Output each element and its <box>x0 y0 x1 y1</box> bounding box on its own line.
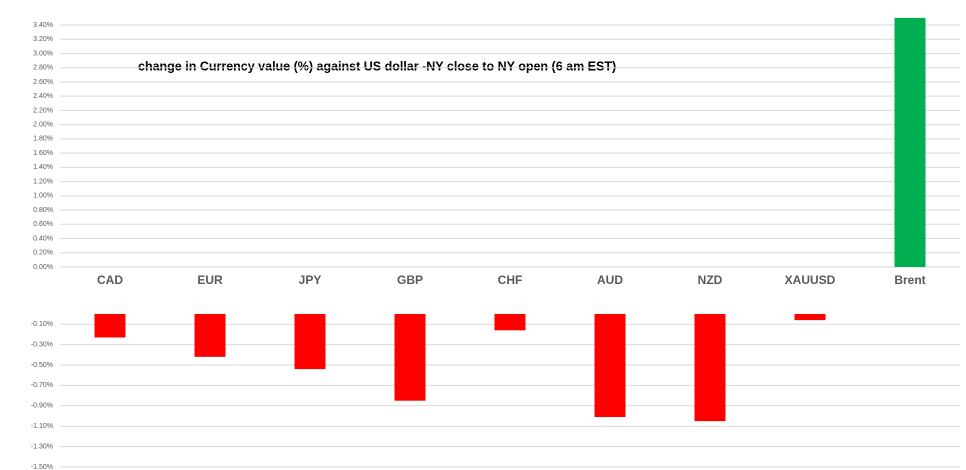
bar <box>694 314 726 422</box>
y-tick-label: 1.20% <box>33 178 53 185</box>
bar <box>394 314 426 401</box>
y2-tick-label: -1.30% <box>31 443 53 450</box>
bar <box>94 314 126 338</box>
bar <box>294 314 326 370</box>
y-tick-label: 0.60% <box>33 221 53 228</box>
y-tick-label: 1.40% <box>33 164 53 171</box>
x-tick-label: CAD <box>97 273 123 287</box>
y2-tick-label: -1.10% <box>31 423 53 430</box>
y2-tick-label: -0.30% <box>31 341 53 348</box>
y2-tick-label: -0.50% <box>31 362 53 369</box>
y-tick-label: 1.80% <box>33 136 53 143</box>
y2-tick-label: -0.10% <box>31 321 53 328</box>
bar <box>194 314 226 357</box>
y-tick-label: 0.00% <box>33 264 53 271</box>
x-tick-label: CHF <box>498 273 523 287</box>
bar <box>894 17 926 267</box>
x-tick-label: Brent <box>894 273 925 287</box>
y-tick-label: 1.00% <box>33 193 53 200</box>
chart-title: change in Currency value (%) against US … <box>138 59 616 73</box>
y2-tick-label: -0.90% <box>31 403 53 410</box>
y-tick-label: 2.40% <box>33 93 53 100</box>
y-tick-label: 2.80% <box>33 65 53 72</box>
y2-tick-label: -0.70% <box>31 382 53 389</box>
y-tick-label: 0.20% <box>33 250 53 257</box>
y-tick-label: 0.40% <box>33 235 53 242</box>
y-tick-label: 2.20% <box>33 107 53 114</box>
y-tick-label: 2.60% <box>33 79 53 86</box>
y-tick-label: 0.80% <box>33 207 53 214</box>
bar <box>594 314 626 418</box>
x-tick-label: JPY <box>299 273 322 287</box>
y-tick-label: 3.40% <box>33 22 53 29</box>
y-tick-label: 2.00% <box>33 121 53 128</box>
x-tick-label: EUR <box>197 273 223 287</box>
y2-tick-label: -1.50% <box>31 464 53 470</box>
y-tick-label: 3.00% <box>33 50 53 57</box>
x-tick-label: AUD <box>597 273 623 287</box>
y-tick-label: 3.20% <box>33 36 53 43</box>
x-tick-label: NZD <box>698 273 723 287</box>
x-tick-label: GBP <box>397 273 423 287</box>
y-tick-label: 1.60% <box>33 150 53 157</box>
bar <box>794 314 826 321</box>
x-tick-label: XAUUSD <box>785 273 836 287</box>
bar <box>494 314 526 331</box>
